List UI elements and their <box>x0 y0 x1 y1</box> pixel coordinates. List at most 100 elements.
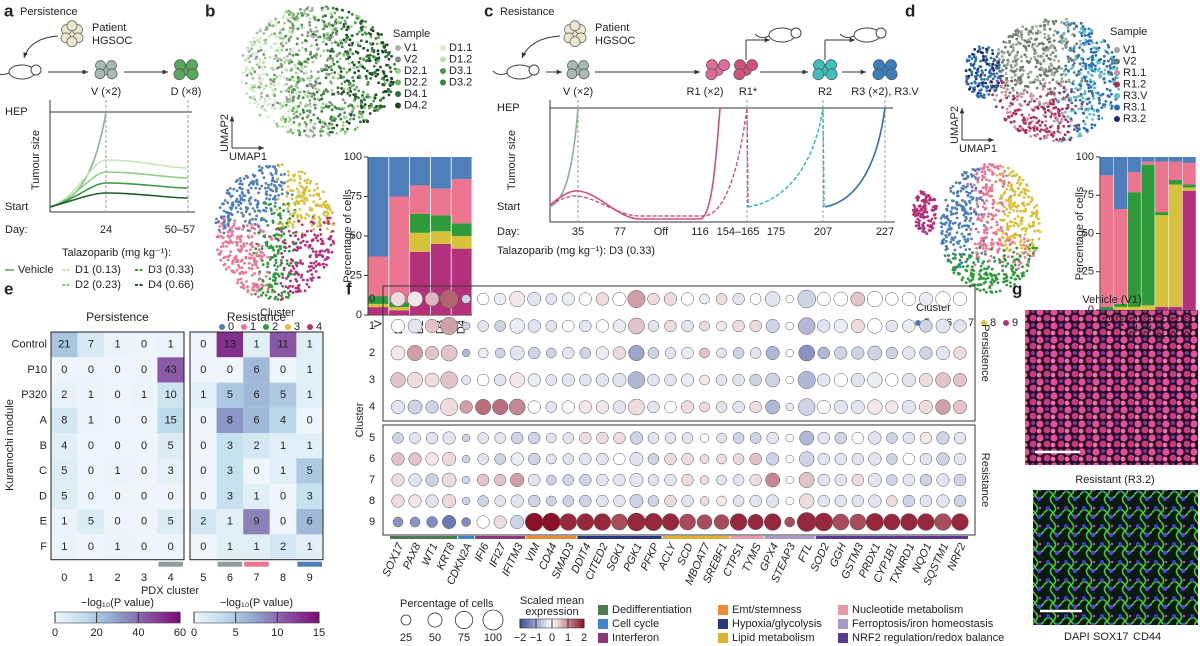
umap-cell <box>336 53 339 56</box>
dot <box>785 294 794 304</box>
umap-cell <box>1064 37 1068 41</box>
dot <box>425 494 439 508</box>
umap-cell <box>312 227 316 231</box>
umap-cell <box>1054 55 1058 58</box>
umap-cell <box>347 87 350 91</box>
umap-cell <box>948 221 952 225</box>
umap-cell <box>984 290 988 294</box>
bar-segment <box>1155 157 1169 162</box>
cell-value: 7 <box>88 339 94 351</box>
mouse-tail <box>492 70 508 76</box>
umap-cell <box>1029 116 1033 120</box>
cell-value: 1 <box>114 541 120 553</box>
dot <box>425 319 440 333</box>
umap-cell <box>265 240 269 244</box>
umap-axis-label: UMAP1 <box>229 151 267 163</box>
umap-cell <box>985 62 989 66</box>
umap-cell <box>278 34 282 37</box>
umap-cell <box>1024 47 1028 50</box>
umap-cell <box>978 89 981 93</box>
umap-cell <box>944 198 948 202</box>
legend-label: D1 (0.13) <box>75 264 121 276</box>
umap-cell <box>985 267 989 271</box>
umap-cell <box>252 36 256 40</box>
umap-cell <box>274 35 278 39</box>
umap-cell <box>238 177 242 180</box>
umap-cell <box>277 20 281 24</box>
heatmap-cell <box>190 534 217 560</box>
heatmap-cell <box>51 382 78 408</box>
umap-cell <box>320 110 324 113</box>
umap-cell <box>298 102 302 106</box>
umap-cell <box>293 63 297 67</box>
umap-cell <box>290 12 294 15</box>
umap-cell <box>288 271 292 274</box>
umap-cell <box>298 122 302 126</box>
umap-cell <box>1109 101 1113 104</box>
umap-cell <box>276 177 279 181</box>
umap-cell <box>308 189 311 193</box>
legend-swatch <box>1114 93 1120 99</box>
umap-cell <box>968 219 972 223</box>
umap-cell <box>309 120 313 124</box>
umap-cell <box>991 217 995 221</box>
umap-cell <box>1007 173 1011 177</box>
umap-cell <box>269 82 273 86</box>
umap-cell <box>968 199 971 203</box>
umap-cell <box>1019 243 1023 247</box>
cell-value: 3 <box>227 490 233 502</box>
umap-cell <box>272 120 276 124</box>
dot <box>834 494 847 508</box>
x-axis-label: Day: <box>5 224 28 236</box>
umap-cell <box>324 88 328 92</box>
heatmap-cell <box>243 407 270 434</box>
mouse-tail <box>0 72 10 76</box>
umap-cell <box>988 163 991 166</box>
umap-cell <box>226 258 230 262</box>
umap-cell <box>280 188 284 192</box>
umap-cell <box>381 41 384 44</box>
umap-cell <box>321 129 325 133</box>
umap-cell <box>301 14 304 17</box>
umap-cell <box>272 165 275 169</box>
umap-cell <box>1017 179 1020 182</box>
dot <box>936 452 950 466</box>
umap-cell <box>347 10 351 14</box>
umap-cell <box>322 49 326 53</box>
cell-value: 5 <box>88 516 94 528</box>
umap-cell <box>1001 60 1004 64</box>
umap-cell <box>996 201 1000 205</box>
cell-icon <box>705 68 718 81</box>
block-frame <box>50 331 185 561</box>
colorbar-label: −log₁₀(P value) <box>220 597 293 609</box>
umap-cell <box>265 190 269 193</box>
umap-cell <box>1049 115 1053 119</box>
umap-cell <box>260 244 264 248</box>
umap-cell <box>255 31 259 35</box>
x-tick-label: 154–165 <box>717 226 760 238</box>
umap-cell <box>945 207 948 211</box>
umap-cell <box>1056 31 1060 34</box>
umap-cell <box>1035 209 1039 213</box>
umap-cell <box>1055 69 1059 73</box>
umap-cell <box>274 258 278 262</box>
cell-value: 1 <box>307 364 313 376</box>
umap-cell <box>1044 101 1048 105</box>
umap-cell <box>338 113 342 116</box>
umap-cell <box>346 91 350 95</box>
dot <box>528 494 541 508</box>
umap-cell <box>970 237 973 241</box>
umap-cell <box>274 201 277 205</box>
umap-cell <box>1090 66 1093 70</box>
umap-cell <box>1078 30 1081 34</box>
dot <box>627 371 646 389</box>
umap-cell <box>347 62 351 65</box>
umap-cell <box>306 114 310 117</box>
umap-cell <box>1027 33 1031 36</box>
umap-cell <box>316 186 319 190</box>
umap-cell <box>275 22 278 25</box>
umap-cell <box>249 248 252 252</box>
umap-cell <box>971 90 974 94</box>
umap-cell <box>295 264 299 268</box>
umap-cell <box>255 251 258 255</box>
